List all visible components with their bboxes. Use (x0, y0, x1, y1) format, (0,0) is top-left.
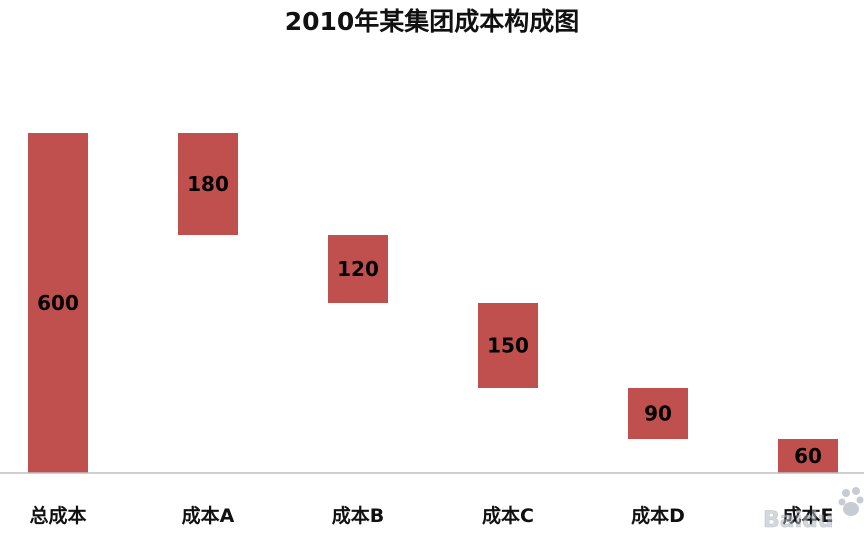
bar-value-label-5: 60 (794, 444, 822, 468)
watermark-text: Baidu (763, 508, 834, 533)
bar-value-label-0: 600 (37, 291, 79, 315)
watermark: Baidu (763, 487, 864, 533)
x-tick-label-3: 成本C (482, 504, 534, 527)
bar-value-label-3: 150 (487, 334, 529, 358)
bar-value-label-2: 120 (337, 257, 379, 281)
x-tick-label-4: 成本D (631, 504, 685, 527)
bar-labels-layer: 600 180 120 150 90 60 (37, 172, 822, 468)
x-tick-label-2: 成本B (332, 504, 384, 527)
bar-value-label-4: 90 (644, 402, 672, 426)
chart-title: 2010年某集团成本构成图 (285, 7, 580, 36)
baidu-paw-icon (839, 487, 864, 516)
x-tick-label-1: 成本A (182, 504, 235, 527)
bar-value-label-1: 180 (187, 172, 229, 196)
bars-layer (28, 133, 838, 473)
x-tick-label-0: 总成本 (29, 504, 86, 527)
x-tick-labels: 总成本 成本A 成本B 成本C 成本D 成本E (29, 504, 833, 527)
